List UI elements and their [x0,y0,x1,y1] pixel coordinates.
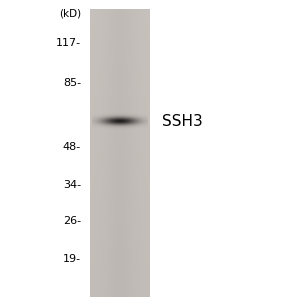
Text: 85-: 85- [63,77,81,88]
Text: 34-: 34- [63,179,81,190]
Text: 48-: 48- [63,142,81,152]
Text: (kD): (kD) [59,8,81,19]
Text: 117-: 117- [56,38,81,49]
Text: 19-: 19- [63,254,81,265]
Text: SSH3: SSH3 [162,114,203,129]
Text: 26-: 26- [63,215,81,226]
